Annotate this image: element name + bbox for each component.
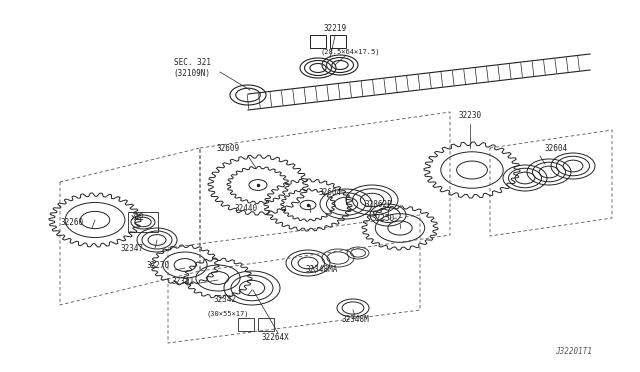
Text: x12: x12 — [131, 212, 145, 221]
Text: 32609: 32609 — [216, 144, 239, 153]
Text: 32230: 32230 — [458, 110, 481, 119]
Text: 32604: 32604 — [545, 144, 568, 153]
Text: 32250: 32250 — [371, 214, 395, 222]
Text: (28.5×64×17.5): (28.5×64×17.5) — [320, 49, 380, 55]
Text: J32201T1: J32201T1 — [556, 347, 593, 356]
Text: 32264X: 32264X — [261, 333, 289, 341]
Text: 32219: 32219 — [323, 23, 347, 32]
Text: 32342: 32342 — [213, 295, 237, 305]
Text: 32348M: 32348M — [341, 315, 369, 324]
Text: 32604: 32604 — [319, 187, 342, 196]
Text: 32270: 32270 — [147, 260, 170, 269]
Text: SEC. 321
(32109N): SEC. 321 (32109N) — [173, 58, 211, 78]
Text: 32260: 32260 — [60, 218, 84, 227]
Text: 32862P: 32862P — [364, 199, 392, 208]
Text: 32341: 32341 — [172, 278, 195, 286]
Text: 32440: 32440 — [234, 203, 257, 212]
Text: 32348MA: 32348MA — [306, 266, 338, 275]
Text: (30×55×17): (30×55×17) — [207, 311, 249, 317]
Text: 32347: 32347 — [120, 244, 143, 253]
